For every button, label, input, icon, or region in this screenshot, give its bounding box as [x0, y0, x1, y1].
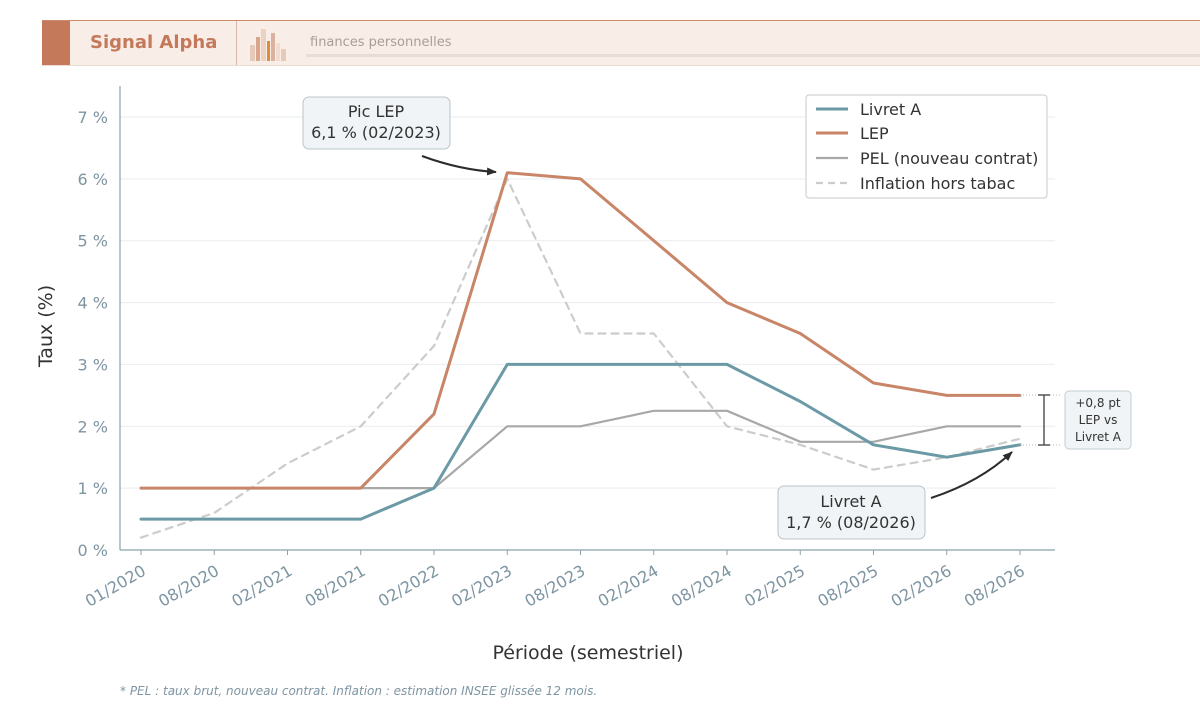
- series-line-lep: [139, 171, 1022, 490]
- x-tick-labels: 01/2020 08/2020 02/2021 08/2021 02/2022 02/20…: [82, 550, 1028, 611]
- x-tick-label-9: 02/2025: [741, 561, 808, 611]
- legend-label-lep: LEP: [860, 124, 889, 143]
- legend: Livret A LEP PEL (nouveau contrat) Infla…: [805, 94, 1048, 199]
- gap-label-line3: Livret A: [1075, 430, 1122, 444]
- legend-box: [805, 94, 1048, 199]
- x-tick-label-11: 02/2026: [888, 561, 955, 611]
- series-line-inflation: [139, 177, 1022, 539]
- x-tick-label-12: 08/2026: [961, 561, 1028, 611]
- y-tick-label-7: 7 %: [78, 108, 108, 127]
- legend-label-pel: PEL (nouveau contrat): [860, 149, 1038, 168]
- tagline: finances personnelles: [310, 35, 452, 50]
- series-lines: [139, 171, 1022, 539]
- last-annotation-box: [777, 485, 926, 540]
- footnote: * PEL : taux brut, nouveau contrat. Infl…: [120, 684, 598, 698]
- gap-label-line2: LEP vs: [1079, 413, 1118, 427]
- x-tick-label-3: 08/2021: [302, 561, 369, 611]
- x-tick-label-2: 02/2021: [228, 561, 295, 611]
- y-tick-label-5: 5 %: [78, 232, 108, 251]
- gap-label-line1: +0,8 pt: [1075, 396, 1121, 410]
- x-tick-label-7: 02/2024: [595, 561, 662, 611]
- brand-accent-block: [42, 21, 70, 65]
- peak-annotation-box: [302, 96, 451, 150]
- last-annotation-line2: 1,7 % (08/2026): [786, 513, 916, 532]
- x-tick-label-6: 08/2023: [521, 561, 588, 611]
- header-separator: [236, 21, 237, 65]
- y-tick-label-0: 0 %: [78, 541, 108, 560]
- x-axis-label: Période (semestriel): [493, 642, 684, 664]
- peak-annotation-arrow: [421, 155, 497, 176]
- y-tick-label-1: 1 %: [78, 479, 108, 498]
- gap-bracket: +0,8 pt LEP vs Livret A: [1020, 390, 1132, 450]
- y-tick-label-6: 6 %: [78, 170, 108, 189]
- last-annotation-arrow: [930, 451, 1013, 499]
- peak-annotation-line2: 6,1 % (02/2023): [311, 123, 441, 142]
- y-axis-label: Taux (%): [35, 285, 57, 368]
- last-annotation-line1: Livret A: [820, 492, 881, 511]
- y-tick-labels: 0 % 1 % 2 % 3 % 4 % 5 % 6 % 7 %: [78, 108, 108, 560]
- tagline-underline: [306, 54, 1200, 57]
- x-tick-label-0: 01/2020: [82, 561, 149, 611]
- x-tick-label-10: 08/2025: [814, 561, 881, 611]
- series-line-pel: [139, 409, 1022, 490]
- y-tick-label-2: 2 %: [78, 417, 108, 436]
- series-line-livret-a: [139, 362, 1022, 521]
- legend-label-inflation: Inflation hors tabac: [860, 174, 1015, 193]
- x-tick-label-4: 02/2022: [375, 561, 442, 611]
- gap-label-box: [1064, 390, 1132, 450]
- y-tick-label-4: 4 %: [78, 294, 108, 313]
- peak-annotation: Pic LEP 6,1 % (02/2023): [302, 96, 497, 176]
- skyline-logo-icon: [250, 29, 286, 61]
- header-bar: Signal Alpha finances personnelles: [42, 20, 1200, 66]
- legend-label-livret-a: Livret A: [860, 100, 921, 119]
- y-tick-label-3: 3 %: [78, 355, 108, 374]
- peak-annotation-line1: Pic LEP: [348, 102, 405, 121]
- x-tick-label-5: 02/2023: [448, 561, 515, 611]
- last-annotation: Livret A 1,7 % (08/2026): [777, 451, 1013, 540]
- x-tick-label-8: 08/2024: [668, 561, 735, 611]
- brand-name: Signal Alpha: [90, 32, 218, 53]
- x-tick-label-1: 08/2020: [155, 561, 222, 611]
